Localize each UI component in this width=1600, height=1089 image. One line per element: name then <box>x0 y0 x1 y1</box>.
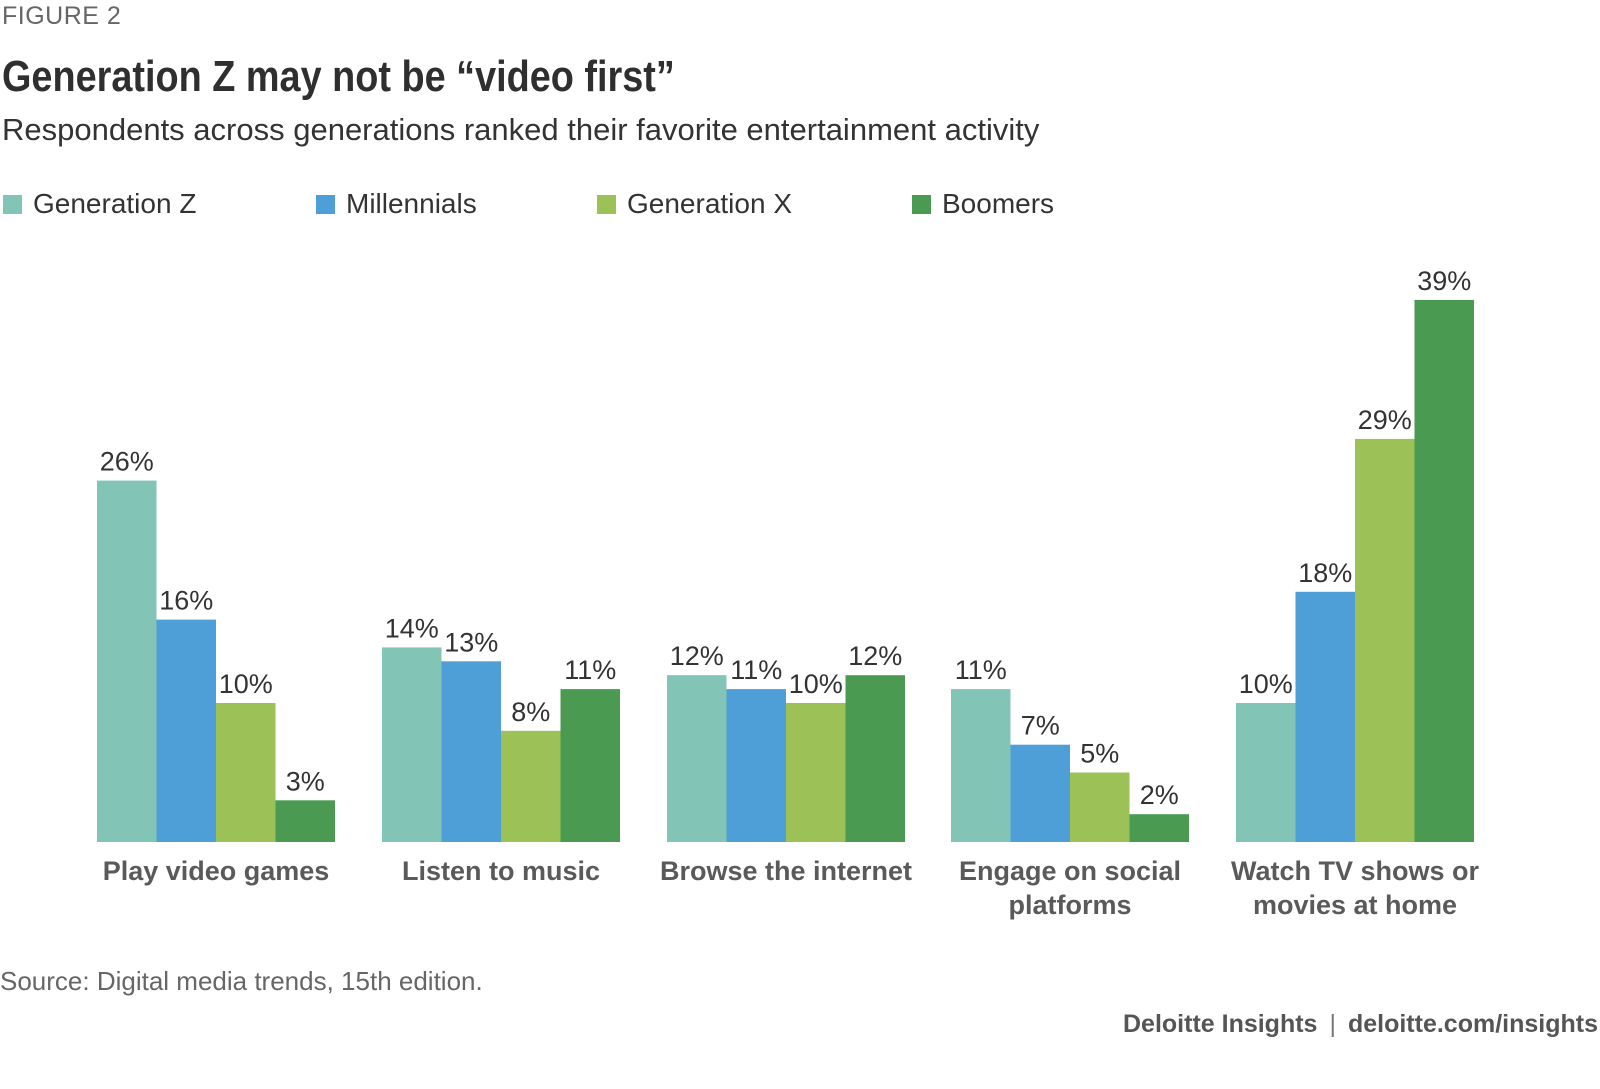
bar-value-label: 11% <box>730 655 782 685</box>
bar-value-label: 2% <box>1140 780 1179 810</box>
bar <box>951 689 1011 842</box>
bar-value-label: 10% <box>789 669 843 699</box>
legend-label: Generation Z <box>33 188 197 219</box>
bar <box>786 703 846 842</box>
bar-value-label: 10% <box>1239 669 1293 699</box>
bar-value-label: 11% <box>564 655 616 685</box>
category-label: Browse the internet <box>660 856 912 886</box>
category-label: platforms <box>1008 890 1131 920</box>
legend-item-boomers: Boomers <box>912 188 1054 220</box>
bar <box>1129 814 1189 842</box>
bar-value-label: 5% <box>1080 739 1119 769</box>
bar-value-label: 8% <box>511 697 550 727</box>
bar-value-label: 26% <box>100 447 154 477</box>
bar <box>845 675 905 842</box>
bar <box>1070 772 1130 842</box>
bar <box>275 800 335 842</box>
bar-value-label: 29% <box>1358 405 1412 435</box>
category-label: Listen to music <box>402 856 600 886</box>
bar <box>726 689 786 842</box>
legend-label: Boomers <box>942 188 1055 219</box>
bar <box>156 619 216 842</box>
legend-swatch <box>316 194 335 214</box>
source-note: Source: Digital media trends, 15th editi… <box>0 966 483 996</box>
figure-label: FIGURE 2 <box>2 2 122 30</box>
bar <box>560 689 620 842</box>
category-label: Watch TV shows or <box>1231 856 1480 886</box>
bar <box>382 647 442 842</box>
category-label: movies at home <box>1253 890 1457 920</box>
bar <box>1414 299 1474 842</box>
chart-title: Generation Z may not be “video first” <box>2 52 675 101</box>
bar-value-label: 18% <box>1298 558 1352 588</box>
bar-chart: 26% 16% 10% 3% Play video games 14% 13% 8% 11% Li… <box>97 266 1480 920</box>
footer-brand: Deloitte Insights <box>1123 1010 1318 1038</box>
bar-value-label: 16% <box>159 586 213 616</box>
category-label: Play video games <box>103 856 330 886</box>
footer-credit: Deloitte Insights | deloitte.com/insight… <box>1123 1010 1598 1039</box>
bar <box>1295 591 1355 842</box>
legend-label: Millennials <box>346 188 477 219</box>
bar-value-label: 12% <box>670 641 724 671</box>
bar-value-label: 10% <box>219 669 273 699</box>
bar-value-label: 14% <box>385 613 439 643</box>
bar <box>1236 703 1296 842</box>
bar <box>501 730 561 842</box>
legend-label: Generation X <box>627 188 792 219</box>
legend-item-generation-x: Generation X <box>597 188 792 220</box>
footer-url[interactable]: deloitte.com/insights <box>1347 1010 1598 1038</box>
legend-swatch <box>3 194 22 214</box>
chart-legend: Generation Z Millennials Generation X Bo… <box>0 188 1200 228</box>
legend-swatch <box>597 194 616 214</box>
legend-item-millennials: Millennials <box>316 188 477 220</box>
footer-separator: | <box>1329 1010 1336 1038</box>
bar <box>216 703 276 842</box>
legend-item-generation-z: Generation Z <box>3 188 196 220</box>
bar-value-label: 11% <box>955 655 1007 685</box>
category-label: Engage on social <box>959 856 1181 886</box>
bar <box>1355 438 1415 842</box>
bar <box>667 675 727 842</box>
bar-value-label: 13% <box>444 627 498 657</box>
chart-subtitle: Respondents across generations ranked th… <box>2 112 1040 147</box>
bar-value-label: 7% <box>1021 711 1060 741</box>
bar-value-label: 3% <box>286 766 325 796</box>
bar-value-label: 39% <box>1417 266 1471 296</box>
bar <box>441 661 501 842</box>
legend-swatch <box>912 194 931 214</box>
bar <box>97 480 157 842</box>
bar <box>1010 744 1070 842</box>
bar-value-label: 12% <box>848 641 902 671</box>
